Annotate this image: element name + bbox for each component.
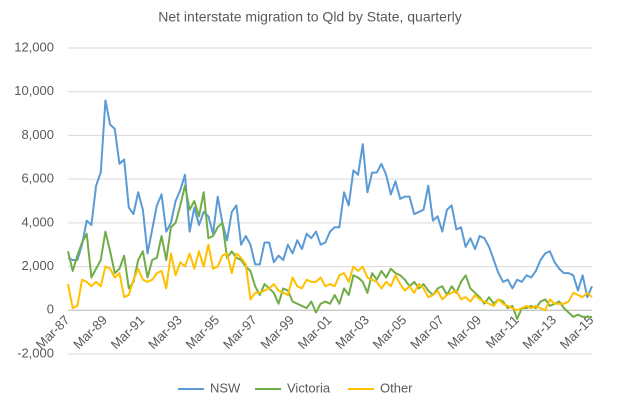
x-tick-label: Mar-05 (370, 312, 410, 352)
legend-label: Victoria (287, 380, 331, 395)
x-tick-label: Mar-95 (183, 312, 223, 352)
x-tick-label: Mar-93 (145, 312, 185, 352)
x-tick-label: Mar-09 (445, 312, 485, 352)
y-tick-label: 0 (47, 302, 54, 317)
x-tick-label: Mar-97 (220, 312, 260, 352)
x-tick-label: Mar-01 (295, 312, 335, 352)
y-tick-label: 8,000 (21, 127, 54, 142)
x-tick-label: Mar-03 (332, 312, 372, 352)
y-tick-label: 12,000 (14, 39, 54, 54)
series-line (67, 243, 593, 312)
x-tick-label: Mar-91 (108, 312, 148, 352)
x-tick-label: Mar-89 (70, 312, 110, 352)
y-tick-label: 10,000 (14, 83, 54, 98)
y-tick-label: 2,000 (21, 258, 54, 273)
legend-label: Other (380, 380, 413, 395)
legend-label: NSW (210, 380, 241, 395)
y-tick-label: 6,000 (21, 171, 54, 186)
chart-title: Net interstate migration to Qld by State… (158, 9, 461, 25)
x-tick-label: Mar-07 (407, 312, 447, 352)
y-tick-label: -2,000 (17, 345, 54, 360)
x-tick-label: Mar-13 (519, 312, 559, 352)
x-tick-label: Mar-15 (557, 312, 597, 352)
y-tick-label: 4,000 (21, 214, 54, 229)
series-line (67, 99, 593, 299)
x-tick-label: Mar-99 (257, 312, 297, 352)
